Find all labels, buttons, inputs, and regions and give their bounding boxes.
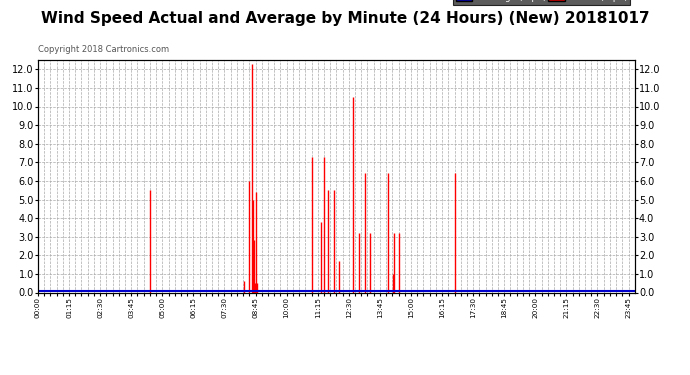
Legend: Average (mph), Wind  (mph): Average (mph), Wind (mph) — [453, 0, 630, 4]
Text: Copyright 2018 Cartronics.com: Copyright 2018 Cartronics.com — [38, 45, 169, 54]
Text: Wind Speed Actual and Average by Minute (24 Hours) (New) 20181017: Wind Speed Actual and Average by Minute … — [41, 11, 649, 26]
